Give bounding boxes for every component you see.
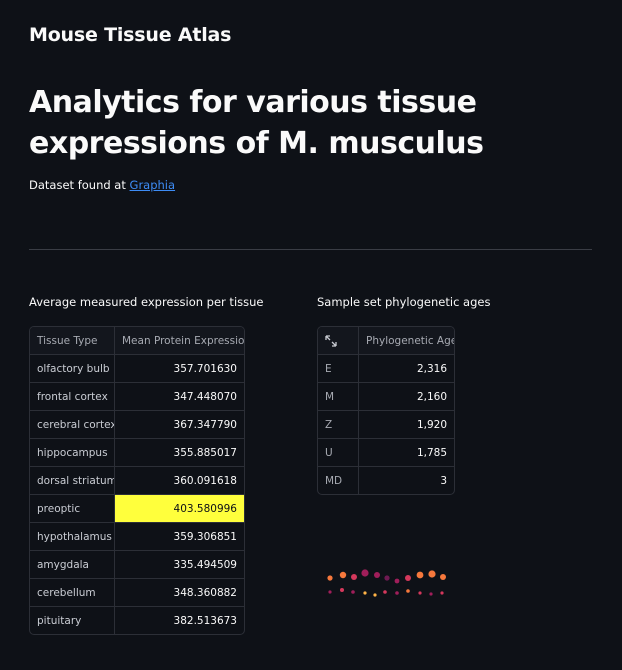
expression-cell[interactable]: 360.091618 <box>115 467 244 495</box>
tissue-cell[interactable]: cerebellum <box>30 579 115 607</box>
dataset-prefix: Dataset found at <box>29 178 126 192</box>
phylogenetic-age-cell[interactable]: 1,920 <box>359 411 454 439</box>
table-row[interactable]: dorsal striatum 360.091618 <box>30 467 244 495</box>
phylo-section-label: Sample set phylogenetic ages <box>317 295 491 309</box>
table-row[interactable]: hippocampus 355.885017 <box>30 439 244 467</box>
tissue-cell[interactable]: amygdala <box>30 551 115 579</box>
tissue-cell[interactable]: hypothalamus <box>30 523 115 551</box>
dataset-source: Dataset found at Graphia <box>29 178 175 192</box>
expand-icon <box>325 334 337 347</box>
expression-cell[interactable]: 335.494509 <box>115 551 244 579</box>
tissue-cell[interactable]: dorsal striatum <box>30 467 115 495</box>
phylogenetic-age-table[interactable]: Phylogenetic Age E 2,316 M 2,160 Z 1,920 U 1,78… <box>317 326 455 495</box>
app-title: Mouse Tissue Atlas <box>29 24 232 46</box>
divider <box>29 249 592 250</box>
row-index-cell[interactable]: MD <box>318 467 359 494</box>
loading-spinner-icon <box>327 569 446 597</box>
table-row[interactable]: E 2,316 <box>318 355 454 383</box>
tissue-cell[interactable]: preoptic <box>30 495 115 523</box>
expression-cell[interactable]: 367.347790 <box>115 411 244 439</box>
expression-cell[interactable]: 382.513673 <box>173 614 237 627</box>
table-row[interactable]: M 2,160 <box>318 383 454 411</box>
tissue-section-label: Average measured expression per tissue <box>29 295 264 309</box>
column-header-mean-protein[interactable]: Mean Protein Expression <box>115 327 244 355</box>
column-header-tissue-type[interactable]: Tissue Type <box>30 327 115 355</box>
table-header-row: Phylogenetic Age <box>318 327 454 355</box>
phylogenetic-age-cell[interactable]: 1,785 <box>359 439 454 467</box>
tissue-cell[interactable]: cerebral cortex <box>30 411 115 439</box>
tissue-expression-table[interactable]: Tissue Type Mean Protein Expression olfa… <box>29 326 245 635</box>
table-row[interactable]: Z 1,920 <box>318 411 454 439</box>
table-row[interactable]: cerebral cortex 367.347790 <box>30 411 244 439</box>
max-expression-cell[interactable]: 403.580996 <box>115 495 244 523</box>
expression-cell[interactable]: 357.701630 <box>115 355 244 383</box>
table-row[interactable]: frontal cortex 347.448070 <box>30 383 244 411</box>
row-index-cell[interactable]: M <box>318 383 359 411</box>
table-header-row: Tissue Type Mean Protein Expression <box>30 327 244 355</box>
tissue-cell[interactable]: pituitary <box>30 607 115 634</box>
page-heading: Analytics for various tissue expressions… <box>29 85 484 161</box>
row-index-cell[interactable]: E <box>318 355 359 383</box>
row-index-cell[interactable]: Z <box>318 411 359 439</box>
expression-cell[interactable]: 348.360882 <box>115 579 244 607</box>
expression-cell[interactable]: 359.306851 <box>115 523 244 551</box>
table-row[interactable]: cerebellum 348.360882 <box>30 579 244 607</box>
tissue-cell[interactable]: olfactory bulb <box>30 355 115 383</box>
tissue-cell[interactable]: frontal cortex <box>30 383 115 411</box>
table-row[interactable]: hypothalamus 359.306851 <box>30 523 244 551</box>
expression-cell[interactable]: 347.448070 <box>115 383 244 411</box>
table-row[interactable]: amygdala 335.494509 <box>30 551 244 579</box>
table-row[interactable]: pituitary 382.513673 <box>30 607 244 634</box>
table-row[interactable]: MD 3 <box>318 467 454 494</box>
row-index-cell[interactable]: U <box>318 439 359 467</box>
table-row[interactable]: U 1,785 <box>318 439 454 467</box>
expression-cell[interactable]: 355.885017 <box>115 439 244 467</box>
column-header-phylogenetic-age[interactable]: Phylogenetic Age <box>359 327 454 355</box>
phylogenetic-age-cell[interactable]: 2,316 <box>359 355 454 383</box>
tissue-cell[interactable]: hippocampus <box>30 439 115 467</box>
phylogenetic-age-cell[interactable]: 2,160 <box>359 383 454 411</box>
table-row[interactable]: olfactory bulb 357.701630 <box>30 355 244 383</box>
phylogenetic-age-cell[interactable]: 3 <box>440 474 447 487</box>
fullscreen-button[interactable] <box>318 327 359 355</box>
table-row[interactable]: preoptic 403.580996 <box>30 495 244 523</box>
graphia-link[interactable]: Graphia <box>129 178 176 192</box>
